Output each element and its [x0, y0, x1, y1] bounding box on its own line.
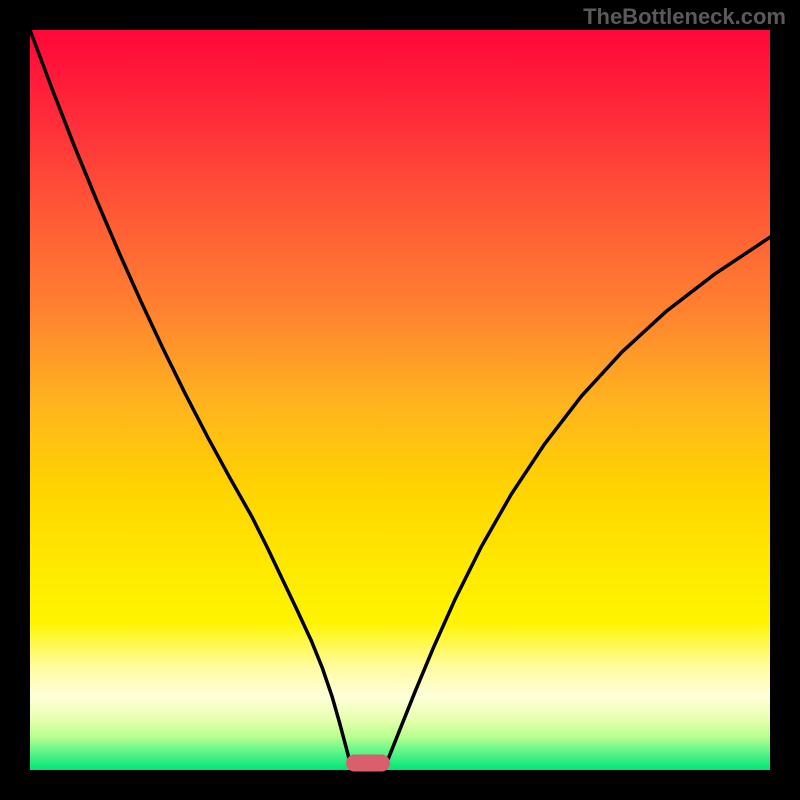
watermark-text: TheBottleneck.com [583, 4, 786, 30]
curve-left [30, 30, 353, 770]
curve-svg [30, 30, 770, 770]
curve-right [384, 237, 770, 770]
trough-marker [346, 754, 390, 771]
plot-area [30, 30, 770, 770]
